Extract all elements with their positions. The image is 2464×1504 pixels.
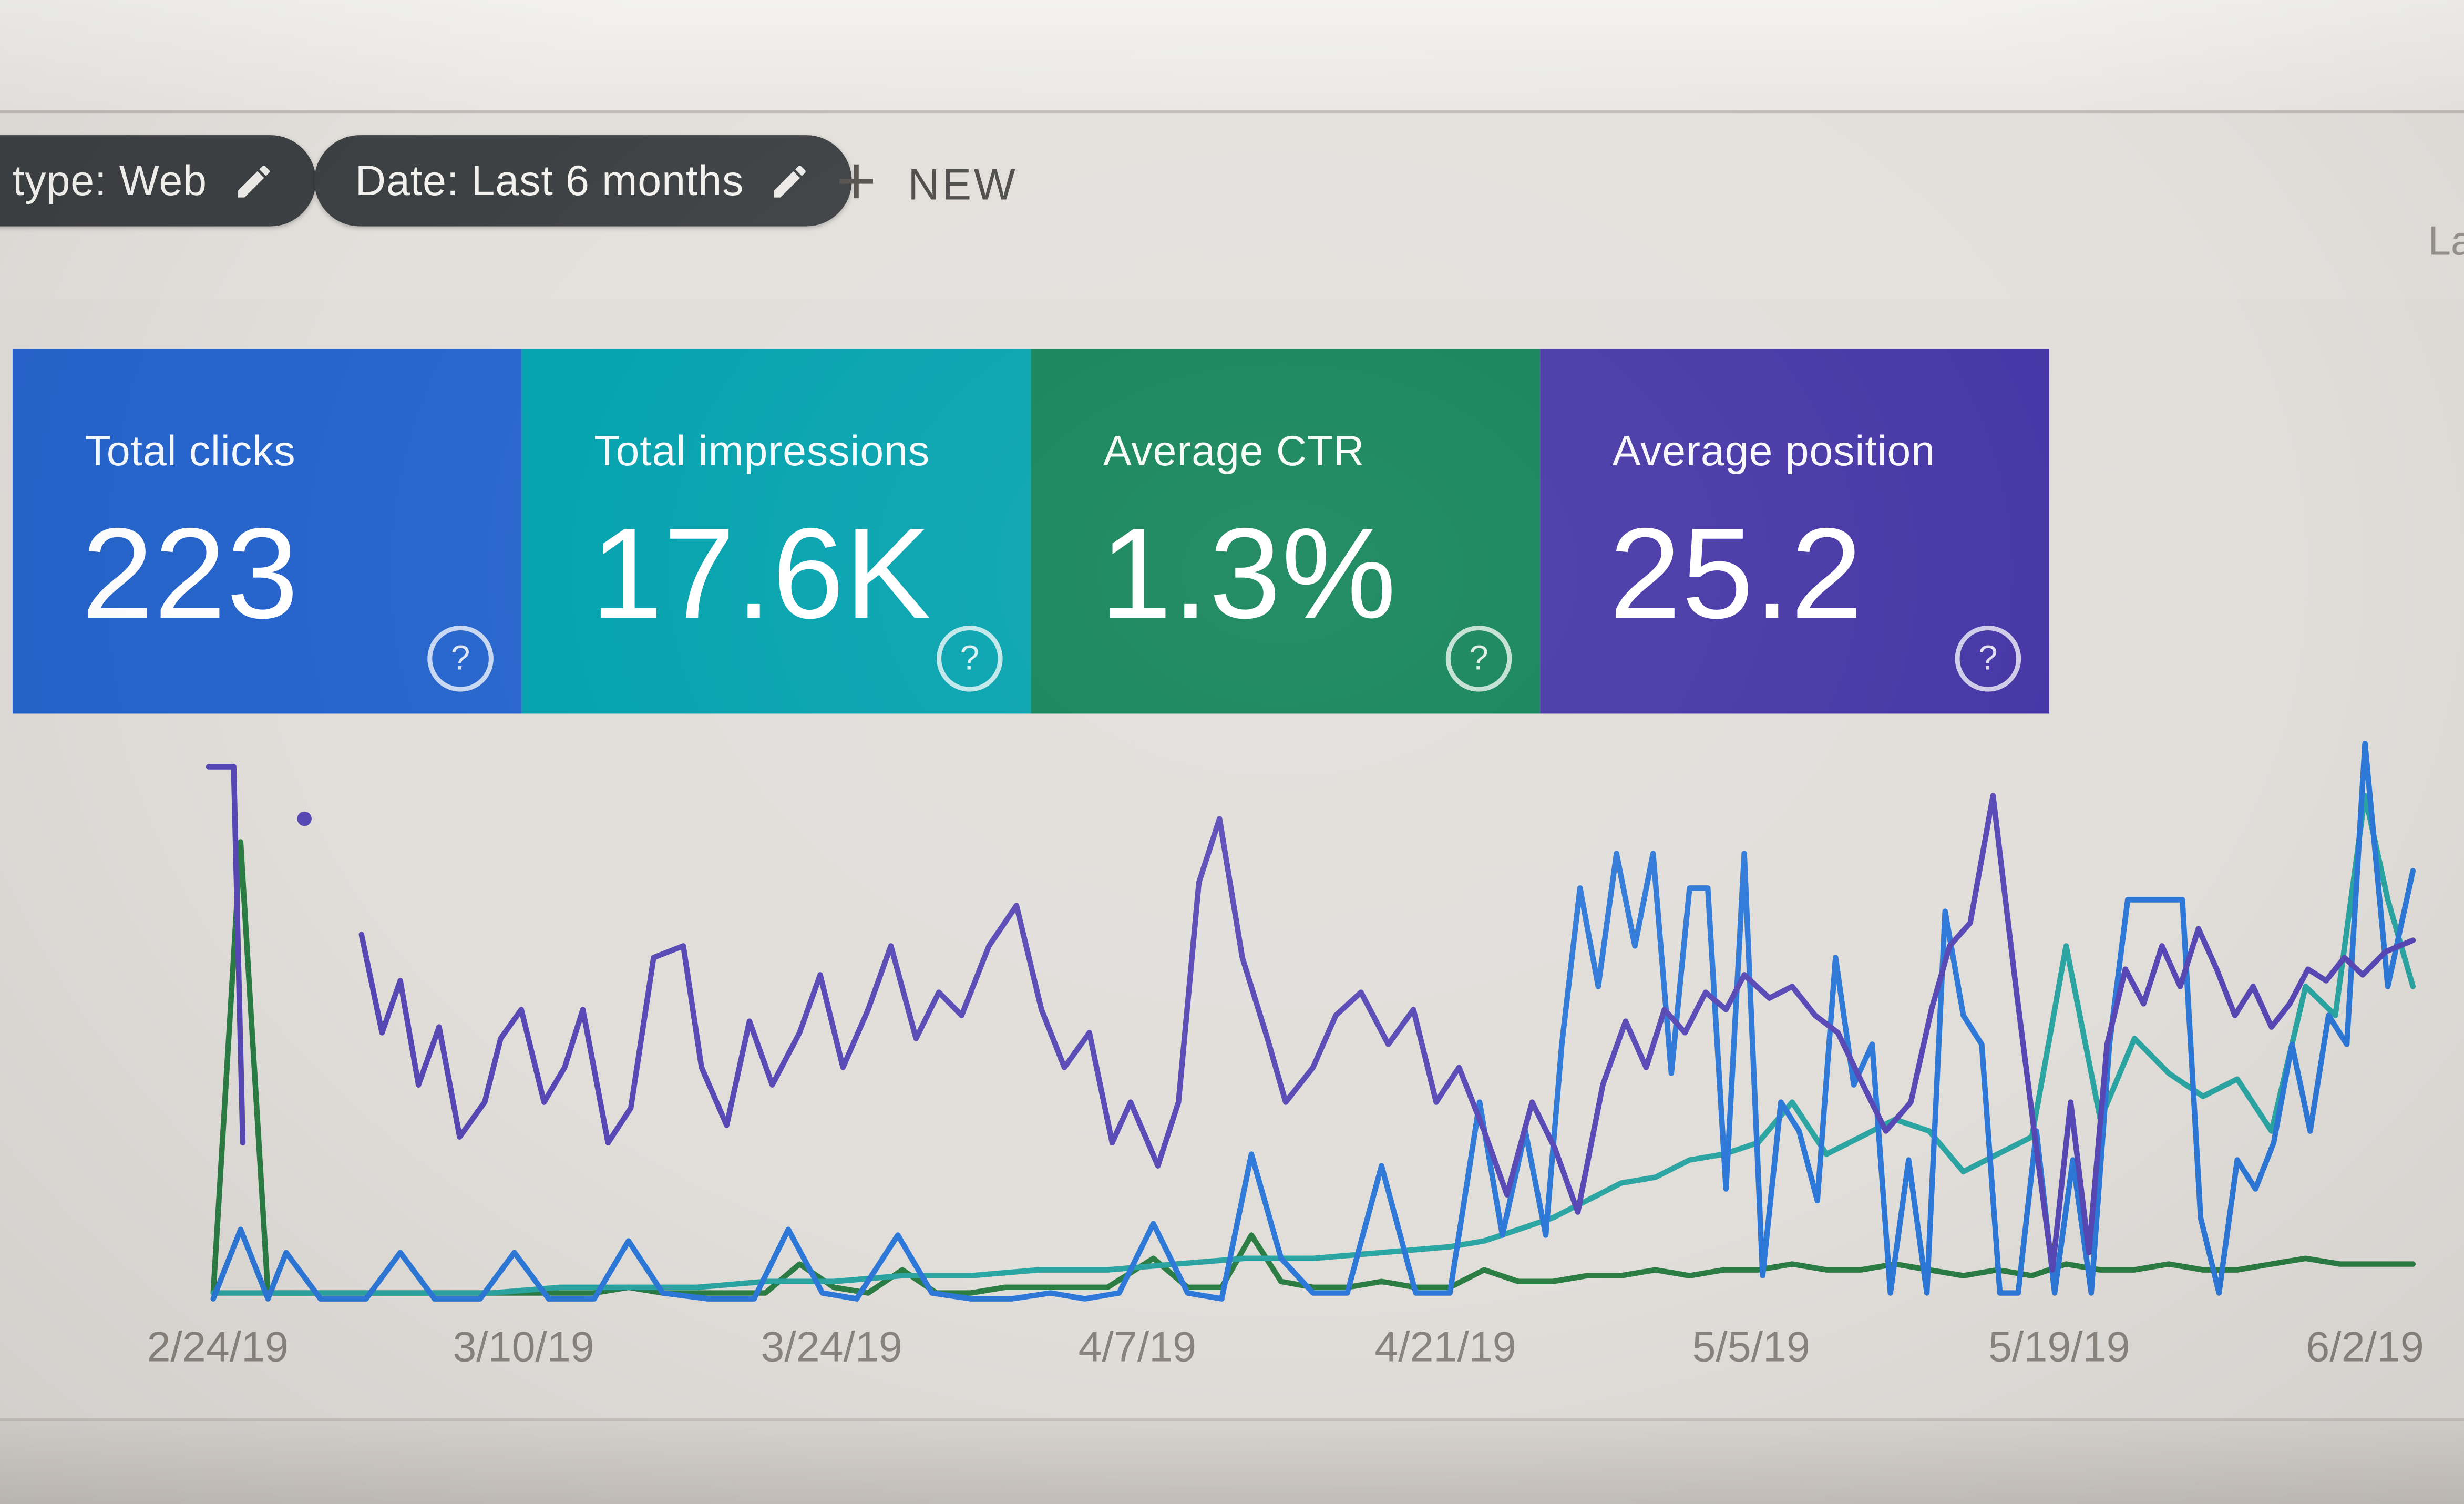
metric-card-average-ctr[interactable]: Average CTR 1.3% ? bbox=[1031, 349, 1541, 714]
filter-chip-label: type: Web bbox=[12, 156, 207, 204]
metric-card-label: Average CTR bbox=[1103, 427, 1365, 475]
x-axis-tick-label: 5/5/19 bbox=[1692, 1323, 1810, 1371]
new-button-label: NEW bbox=[908, 160, 1018, 209]
help-icon-glyph: ? bbox=[1978, 638, 1998, 678]
metric-card-total-impressions[interactable]: Total impressions 17.6K ? bbox=[521, 349, 1031, 714]
filter-chip-label: Date: Last 6 months bbox=[355, 156, 744, 204]
x-axis: 2/24/19 3/10/19 3/24/19 4/7/19 4/21/19 5/5/19… bbox=[147, 1323, 2431, 1387]
metric-card-total-clicks[interactable]: Total clicks 223 ? bbox=[12, 349, 522, 714]
last-updated-partial-text: La bbox=[2428, 217, 2464, 264]
edit-pencil-icon bbox=[769, 159, 812, 202]
performance-chart[interactable] bbox=[149, 726, 2431, 1304]
series-line-position bbox=[206, 764, 246, 1145]
filter-chip-search-type[interactable]: type: Web bbox=[0, 135, 316, 227]
x-axis-tick-label: 3/10/19 bbox=[453, 1323, 594, 1371]
metric-card-value: 1.3% bbox=[1100, 503, 1397, 646]
x-axis-tick-label: 6/2/19 bbox=[2306, 1323, 2424, 1371]
help-icon[interactable]: ? bbox=[937, 626, 1003, 692]
x-axis-tick-label: 4/21/19 bbox=[1374, 1323, 1516, 1371]
metric-card-label: Total clicks bbox=[85, 427, 296, 475]
performance-chart-svg bbox=[206, 741, 2416, 1302]
series-line-clicks bbox=[210, 741, 2416, 1302]
series-line-position bbox=[358, 793, 2416, 1273]
help-icon-glyph: ? bbox=[1469, 638, 1488, 678]
bottom-band bbox=[0, 1420, 2464, 1504]
metric-card-value: 17.6K bbox=[591, 503, 932, 646]
series-line-impressions bbox=[210, 793, 2416, 1296]
metric-card-average-position[interactable]: Average position 25.2 ? bbox=[1540, 349, 2049, 714]
x-axis-tick-label: 3/24/19 bbox=[761, 1323, 902, 1371]
x-axis-tick-label: 5/19/19 bbox=[1988, 1323, 2130, 1371]
series-point-position bbox=[297, 811, 312, 826]
series-line-ctr bbox=[210, 839, 2416, 1296]
metric-card-label: Average position bbox=[1612, 427, 1936, 475]
help-icon-glyph: ? bbox=[960, 638, 980, 678]
metric-card-value: 223 bbox=[81, 503, 300, 646]
x-axis-tick-label: 2/24/19 bbox=[147, 1323, 289, 1371]
metrics-row: Total clicks 223 ? Total impressions 17.… bbox=[12, 349, 2049, 714]
bottom-divider bbox=[0, 1417, 2464, 1421]
help-icon[interactable]: ? bbox=[427, 626, 494, 692]
help-icon[interactable]: ? bbox=[1955, 626, 2021, 692]
new-filter-button[interactable]: + NEW bbox=[836, 145, 1018, 226]
help-icon[interactable]: ? bbox=[1445, 626, 1512, 692]
edit-pencil-icon bbox=[232, 159, 275, 202]
x-axis-tick-label: 4/7/19 bbox=[1078, 1323, 1197, 1371]
help-icon-glyph: ? bbox=[450, 638, 470, 678]
metric-card-label: Total impressions bbox=[594, 427, 930, 475]
metric-card-value: 25.2 bbox=[1609, 503, 1863, 646]
filter-chip-date-range[interactable]: Date: Last 6 months bbox=[314, 135, 853, 227]
window-top-band bbox=[0, 0, 2464, 114]
plus-icon: + bbox=[836, 143, 877, 220]
